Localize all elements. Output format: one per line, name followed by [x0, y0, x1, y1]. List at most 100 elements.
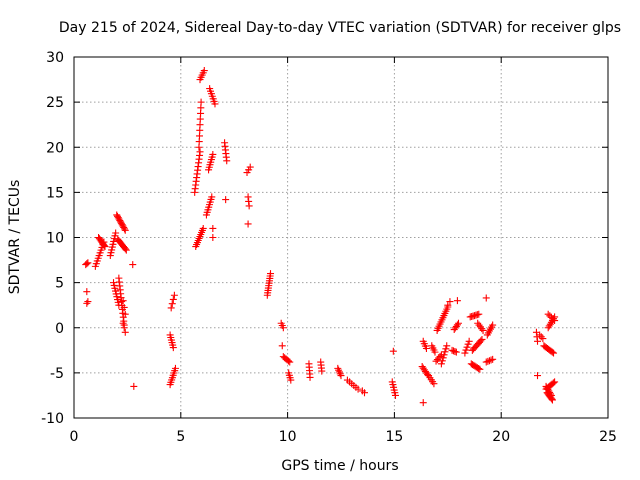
data-point — [534, 372, 542, 380]
data-point — [337, 372, 345, 380]
data-point — [112, 229, 120, 237]
data-point — [222, 196, 230, 204]
data-point — [453, 297, 461, 305]
data-point — [548, 396, 556, 404]
x-tick-label: 25 — [599, 429, 617, 445]
data-point — [83, 299, 91, 307]
data-point — [244, 220, 252, 228]
data-point — [462, 346, 470, 354]
x-tick-label: 10 — [279, 429, 297, 445]
y-tick-label: 15 — [46, 185, 64, 201]
data-point — [482, 358, 490, 366]
chart-title: Day 215 of 2024, Sidereal Day-to-day VTE… — [59, 20, 621, 36]
y-tick-label: 5 — [55, 276, 64, 292]
data-point — [121, 310, 129, 318]
data-point — [129, 261, 137, 269]
data-point — [487, 356, 495, 364]
data-point — [279, 324, 287, 332]
x-tick-label: 20 — [492, 429, 510, 445]
data-point — [422, 345, 430, 353]
data-point — [489, 355, 497, 363]
data-point — [169, 344, 177, 352]
data-point — [453, 321, 461, 329]
data-point — [547, 391, 555, 399]
data-point — [100, 241, 108, 249]
data-point — [549, 315, 557, 323]
data-point — [463, 343, 471, 351]
x-tick-label: 15 — [385, 429, 403, 445]
data-point — [551, 317, 559, 325]
data-point — [437, 360, 445, 368]
data-point — [544, 310, 552, 318]
data-point — [120, 225, 128, 233]
x-axis-label: GPS time / hours — [281, 458, 398, 474]
data-point — [542, 382, 550, 390]
data-point — [208, 193, 216, 201]
data-point — [119, 297, 127, 305]
data-point — [464, 340, 472, 348]
data-point — [546, 388, 554, 396]
x-tick-label: 0 — [70, 429, 79, 445]
data-point — [537, 333, 545, 341]
data-point — [168, 300, 176, 308]
data-point — [199, 224, 207, 232]
data-point — [130, 382, 138, 390]
data-point — [430, 380, 438, 388]
data-point — [335, 368, 343, 376]
data-point — [278, 342, 286, 350]
data-point — [476, 365, 484, 373]
y-tick-label: -5 — [50, 366, 64, 382]
x-tick-label: 5 — [176, 429, 185, 445]
data-point — [442, 345, 450, 353]
data-point — [489, 321, 497, 329]
data-point — [446, 298, 454, 306]
data-point — [245, 202, 253, 210]
data-point — [200, 67, 208, 75]
data-point — [389, 347, 397, 355]
data-point — [461, 349, 469, 357]
data-point — [83, 288, 91, 296]
data-point — [84, 259, 92, 267]
data-point — [171, 364, 179, 372]
data-point — [354, 385, 362, 393]
data-point — [196, 148, 204, 156]
data-point — [436, 352, 444, 360]
data-point — [391, 391, 399, 399]
data-point — [546, 312, 554, 320]
data-point — [549, 379, 557, 387]
data-point — [197, 98, 205, 106]
data-point — [534, 337, 542, 345]
data-point — [475, 364, 483, 372]
data-point — [482, 294, 490, 302]
data-point — [547, 390, 555, 398]
axis-ticks: 0 5 10 15 20 25 -10 -5 0 5 10 15 20 25 30 — [41, 50, 617, 445]
data-point — [83, 260, 91, 268]
data-point — [246, 163, 254, 171]
data-point — [451, 348, 459, 356]
data-point — [209, 150, 217, 158]
data-point — [121, 226, 129, 234]
data-point — [360, 389, 368, 397]
data-point — [169, 295, 177, 303]
data-point — [478, 335, 486, 343]
data-point — [120, 324, 128, 332]
data-point — [443, 342, 451, 350]
data-point — [477, 337, 485, 345]
data-point — [438, 357, 446, 365]
data-point — [441, 348, 449, 356]
y-tick-label: 25 — [46, 95, 64, 111]
data-point — [431, 348, 439, 356]
data-point — [545, 387, 553, 395]
data-point — [121, 328, 129, 336]
data-point — [444, 301, 452, 309]
y-tick-label: 0 — [55, 321, 64, 337]
y-tick-label: 20 — [46, 140, 64, 156]
data-point — [419, 399, 427, 407]
data-point — [440, 351, 448, 359]
data-point — [306, 373, 314, 381]
data-point — [465, 337, 473, 345]
y-tick-label: 10 — [46, 231, 64, 247]
data-point — [485, 357, 493, 365]
grid — [74, 57, 608, 418]
